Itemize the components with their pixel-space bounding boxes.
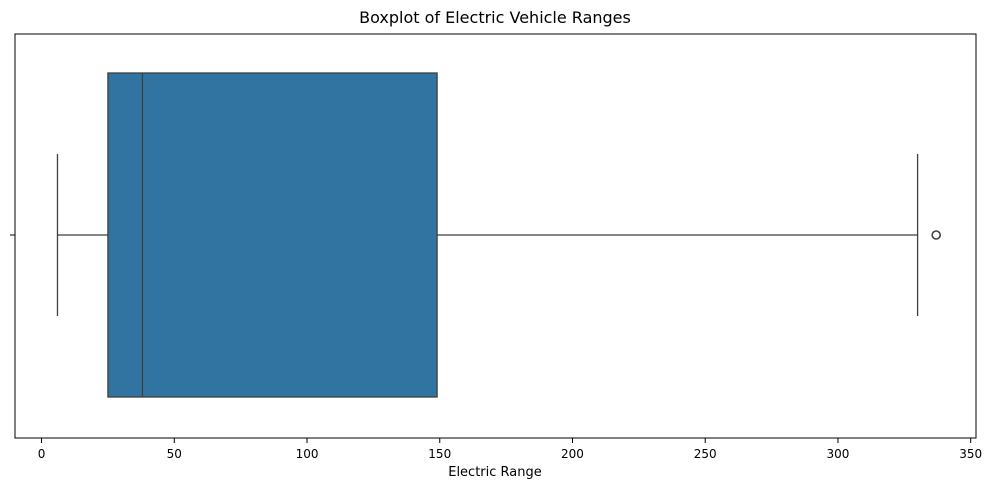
x-tick-label: 300 [827, 447, 850, 461]
x-tick-label: 350 [959, 447, 982, 461]
plot-area-frame [14, 33, 977, 439]
x-tick-label: 100 [296, 447, 319, 461]
chart-title: Boxplot of Electric Vehicle Ranges [359, 8, 631, 27]
x-tick-label: 0 [38, 447, 46, 461]
x-tick-label: 50 [167, 447, 182, 461]
iqr-box [107, 72, 438, 398]
x-tick-label: 200 [561, 447, 584, 461]
outlier-point [931, 230, 941, 240]
x-tick-label: 250 [694, 447, 717, 461]
chart-marks [56, 72, 941, 398]
x-axis-label: Electric Range [448, 465, 542, 480]
x-axis-ticks: 0 50 100 150 200 250 300 350 [38, 438, 982, 461]
x-tick-label: 150 [428, 447, 451, 461]
